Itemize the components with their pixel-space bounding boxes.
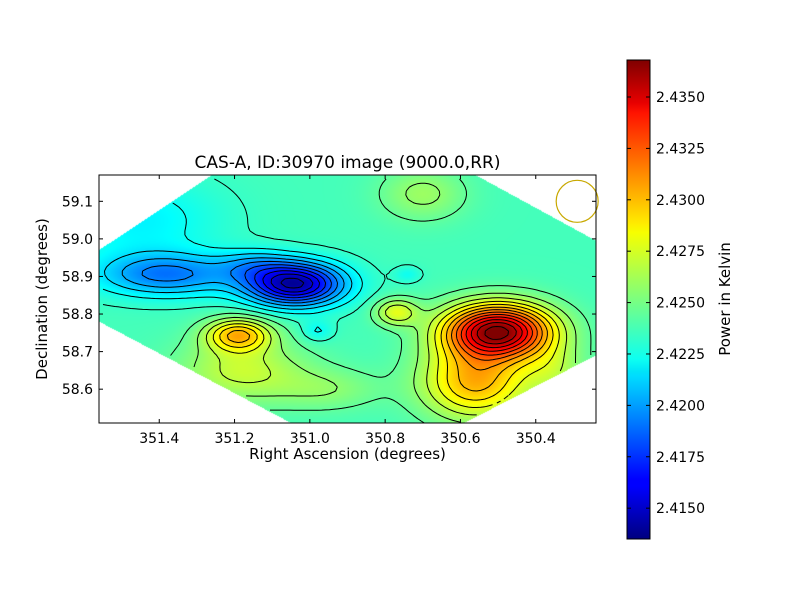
x-tick-label: 351.4 [139, 431, 179, 447]
x-axis-label: Right Ascension (degrees) [249, 445, 446, 463]
contour-line [270, 273, 314, 293]
colorbar-label: Power in Kelvin [716, 242, 734, 356]
contour-line [460, 314, 533, 356]
colorbar-tick-label: 2.4175 [656, 450, 705, 466]
x-axis: 351.4 351.2 351.0 350.8 350.6 350.4 [139, 175, 556, 447]
colorbar-tick-label: 2.4325 [656, 141, 705, 157]
y-axis-label: Declination (degrees) [33, 218, 51, 380]
x-tick-label: 351.2 [214, 431, 254, 447]
colorbar: 2.4150 2.4175 2.4200 2.4225 2.4250 2.4275 2.43… [626, 59, 734, 540]
x-tick-label: 350.6 [440, 431, 480, 447]
colorbar-tick-label: 2.4150 [656, 501, 705, 517]
contour-line [193, 182, 577, 423]
y-tick-label: 59.0 [62, 232, 93, 248]
contour-line [451, 309, 543, 371]
x-tick-label: 351.0 [290, 431, 330, 447]
contour-line [226, 306, 548, 392]
contour-line [104, 250, 353, 310]
contour-line [244, 264, 332, 301]
contour-line [212, 300, 560, 408]
plot-frame [98, 174, 597, 424]
colorbar-tick-label: 2.4275 [656, 244, 705, 260]
colorbar-tick-label: 2.4250 [656, 296, 705, 312]
contour-line [170, 178, 592, 423]
y-tick-label: 58.9 [62, 269, 93, 285]
colorbar-tick-label: 2.4350 [656, 90, 705, 106]
contour-line [455, 311, 538, 361]
y-tick-label: 58.8 [62, 307, 93, 323]
y-tick-label: 58.7 [62, 345, 93, 361]
contour-line [205, 297, 568, 416]
plot-area [98, 174, 599, 424]
contour-line [476, 322, 517, 345]
y-tick-label: 59.1 [62, 194, 93, 210]
contour-line [102, 202, 363, 333]
contour-line [254, 267, 327, 299]
contour-line [465, 316, 528, 352]
colorbar-tick-label: 2.4300 [656, 193, 705, 209]
colorbar-tick-label: 2.4200 [656, 398, 705, 414]
contour-line [121, 257, 345, 307]
colorbar-gradient [626, 59, 651, 540]
contour-lines [102, 178, 592, 423]
colorbar-ticks: 2.4150 2.4175 2.4200 2.4225 2.4250 2.4275 2.43… [627, 90, 705, 517]
contour-line [141, 260, 338, 304]
contour-line [484, 326, 509, 340]
contour-line [280, 277, 305, 289]
colorbar-tick-label: 2.4225 [656, 347, 705, 363]
contour-line [470, 319, 523, 349]
contour-line [102, 178, 424, 342]
contour-line [262, 270, 321, 296]
x-tick-label: 350.4 [516, 431, 556, 447]
contour-line [219, 303, 554, 401]
chart-title: CAS-A, ID:30970 image (9000.0,RR) [195, 153, 501, 173]
x-tick-label: 350.8 [365, 431, 405, 447]
y-tick-label: 58.6 [62, 382, 93, 398]
y-axis: 58.6 58.7 58.8 58.9 59.0 59.1 [62, 194, 596, 398]
beam-circle [555, 179, 599, 223]
